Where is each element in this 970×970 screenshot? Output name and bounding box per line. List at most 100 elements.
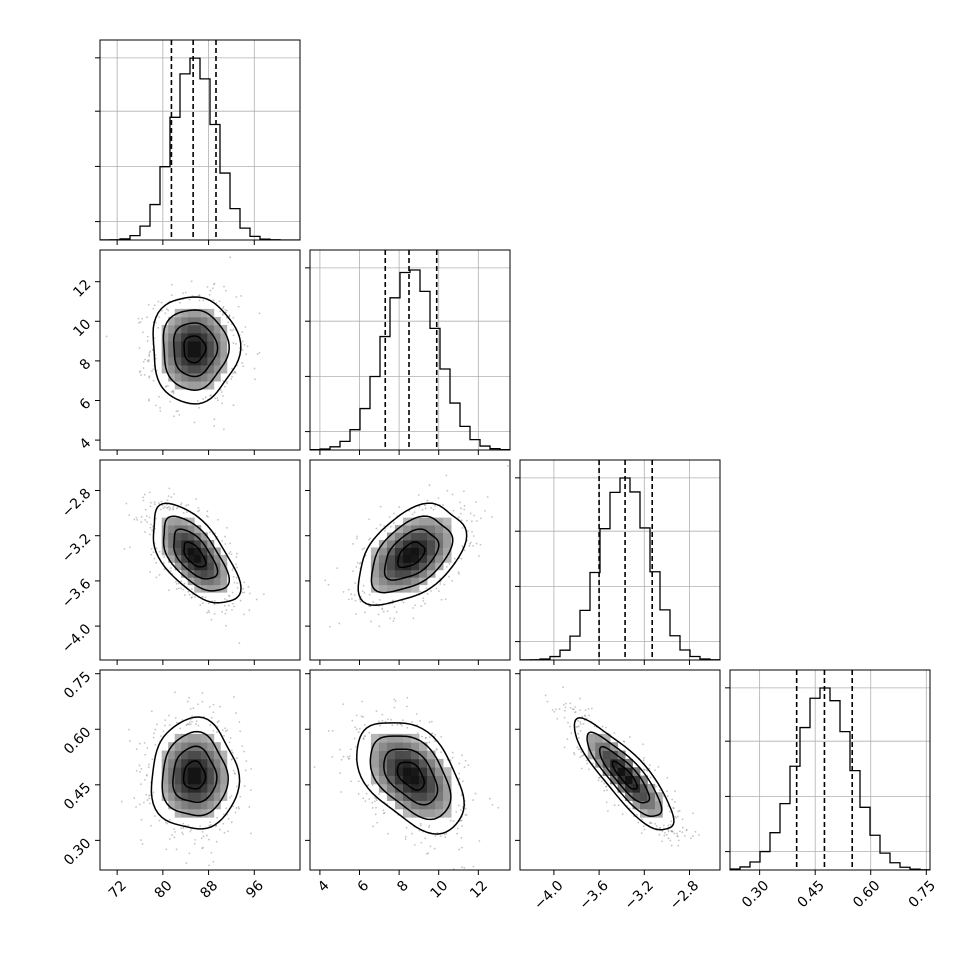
density-cell xyxy=(220,577,228,586)
panel-frame xyxy=(309,669,511,871)
scatter-point xyxy=(657,765,660,768)
density-cell xyxy=(200,758,208,768)
scatter-point xyxy=(158,819,161,822)
density-cell xyxy=(435,800,444,810)
scatter-point xyxy=(105,335,108,338)
scatter-point xyxy=(195,723,197,726)
scatter-point xyxy=(148,353,151,356)
density-cell xyxy=(200,733,208,743)
scatter-point xyxy=(232,328,235,331)
scatter-point xyxy=(173,828,176,831)
scatter-point xyxy=(585,717,588,720)
density-cell xyxy=(378,584,388,593)
scatter-point xyxy=(197,724,200,727)
density-cell xyxy=(207,340,215,350)
scatter-point xyxy=(222,822,225,825)
scatter-point xyxy=(235,785,238,788)
scatter-point xyxy=(336,567,339,570)
scatter-point xyxy=(442,504,444,506)
scatter-point xyxy=(379,724,381,727)
density-cell xyxy=(200,792,208,801)
density-cell xyxy=(640,792,648,801)
scatter-point xyxy=(666,795,669,798)
density-cell xyxy=(200,316,208,326)
density-cell xyxy=(435,547,444,556)
scatter-point xyxy=(150,553,153,556)
scatter-point xyxy=(191,596,193,599)
scatter-point xyxy=(348,755,351,758)
scatter-point xyxy=(238,721,241,723)
scatter-point xyxy=(231,751,234,754)
scatter-point xyxy=(198,299,201,302)
scatter-point xyxy=(558,708,561,710)
scatter-point xyxy=(189,723,192,726)
scatter-point xyxy=(417,493,420,496)
density-cell xyxy=(625,758,633,768)
scatter-point xyxy=(666,790,668,793)
scatter-point xyxy=(458,501,461,504)
scatter-point xyxy=(446,489,449,492)
density-cell xyxy=(435,775,444,785)
scatter-point xyxy=(232,696,235,698)
scatter-point xyxy=(180,580,183,583)
scatter-point xyxy=(479,543,482,546)
scatter-point xyxy=(443,583,446,586)
density-cell xyxy=(200,324,208,334)
density-cell xyxy=(394,525,404,533)
scatter-point xyxy=(140,521,143,523)
scatter-point xyxy=(572,751,575,754)
density-cell xyxy=(427,792,436,801)
scatter-point xyxy=(187,824,190,827)
density-cell xyxy=(200,308,208,318)
panel-0-0 xyxy=(95,39,301,245)
panel-frame xyxy=(309,249,511,451)
x-tick-label: −4.0 xyxy=(531,878,566,913)
scatter-point xyxy=(456,832,459,835)
scatter-point xyxy=(372,601,375,604)
density-cell xyxy=(187,800,195,810)
density-cell xyxy=(370,767,380,776)
scatter-point xyxy=(229,256,232,259)
scatter-point xyxy=(451,493,454,496)
scatter-point xyxy=(157,300,160,303)
scatter-point xyxy=(375,710,378,713)
scatter-point xyxy=(383,811,386,814)
density-cell xyxy=(207,547,215,556)
scatter-point xyxy=(486,496,489,498)
contour-line xyxy=(152,296,242,405)
scatter-point xyxy=(248,609,251,612)
scatter-point xyxy=(426,499,429,502)
scatter-point xyxy=(192,707,195,710)
density-cell xyxy=(410,750,420,760)
density-cell xyxy=(168,767,176,776)
scatter-point xyxy=(174,691,176,694)
scatter-point xyxy=(231,591,234,594)
density-cell xyxy=(200,750,208,760)
scatter-point xyxy=(475,501,477,503)
density-cell xyxy=(213,373,221,382)
scatter-point xyxy=(489,797,491,800)
scatter-point xyxy=(362,715,365,718)
scatter-point xyxy=(405,826,408,829)
scatter-point xyxy=(375,797,377,800)
scatter-point xyxy=(439,835,442,838)
scatter-point xyxy=(373,796,376,799)
contour-line xyxy=(172,745,218,804)
density-cell xyxy=(187,373,195,382)
scatter-point xyxy=(232,769,235,772)
density-cell xyxy=(602,750,611,760)
scatter-point xyxy=(201,692,204,694)
scatter-point xyxy=(141,317,144,320)
density-cell xyxy=(168,540,176,548)
scatter-point xyxy=(444,598,447,601)
scatter-point xyxy=(394,700,397,702)
scatter-point xyxy=(356,535,358,538)
scatter-point xyxy=(671,798,674,801)
scatter-point xyxy=(146,747,149,749)
density-cell xyxy=(213,577,221,586)
density-cell xyxy=(187,365,195,374)
density-cell xyxy=(168,349,176,358)
density-cell xyxy=(194,381,202,390)
scatter-point xyxy=(665,833,668,836)
scatter-point xyxy=(146,335,149,338)
